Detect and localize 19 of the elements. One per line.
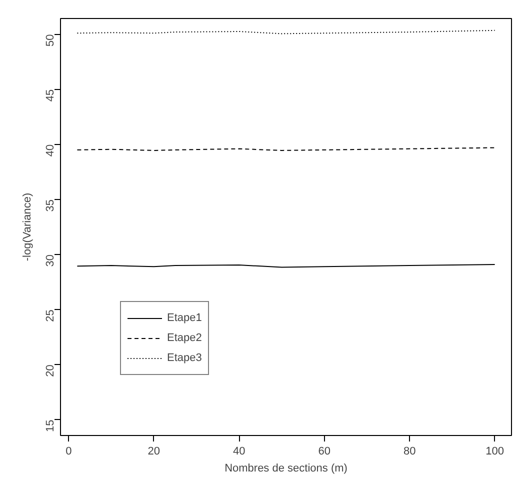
- x-tick-label: 100: [486, 446, 504, 458]
- y-tick-label: 40: [44, 144, 56, 157]
- x-tick-label: 80: [403, 446, 416, 458]
- x-tick-label: 40: [233, 446, 246, 458]
- y-tick-label: 15: [44, 420, 56, 432]
- y-tick-label: 50: [44, 34, 56, 46]
- legend-label: Etape2: [167, 332, 202, 344]
- x-tick-label: 60: [318, 446, 330, 458]
- x-tick-label: 20: [148, 446, 160, 458]
- y-tick-label: 30: [44, 254, 56, 267]
- y-tick-label: 35: [44, 199, 56, 212]
- x-tick-label: 0: [66, 446, 72, 458]
- y-tick-label: 20: [44, 364, 56, 377]
- y-tick-label: 45: [44, 89, 56, 102]
- y-tick-label: 25: [44, 310, 56, 322]
- x-axis-title: Nombres de sections (m): [224, 462, 348, 474]
- y-axis-title: -log(Variance): [22, 192, 34, 262]
- legend-label: Etape3: [167, 352, 202, 364]
- legend-label: Etape1: [167, 312, 202, 324]
